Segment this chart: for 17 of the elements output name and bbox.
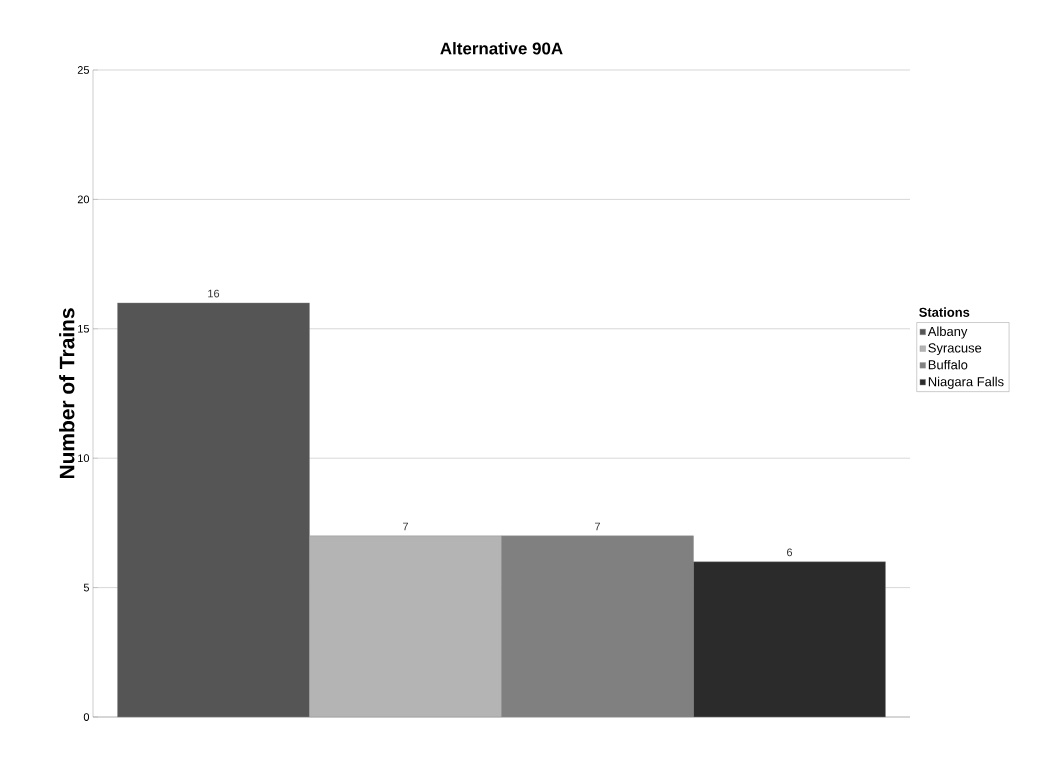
data-label: 7 xyxy=(595,522,601,531)
y-tick-label: 0 xyxy=(83,713,90,721)
y-axis-title: Number of Trains xyxy=(59,308,75,479)
legend-label: Syracuse xyxy=(928,343,982,356)
legend-label: Buffalo xyxy=(928,359,968,370)
y-tick-label: 5 xyxy=(83,583,90,592)
data-label: 7 xyxy=(403,522,409,531)
legend-title: Stations xyxy=(919,307,970,317)
legend-label: Albany xyxy=(927,326,968,339)
y-tick-label: 15 xyxy=(78,324,90,333)
y-tick-label: 25 xyxy=(77,66,90,74)
data-label: 16 xyxy=(208,289,220,298)
data-label: 6 xyxy=(787,548,793,557)
y-tick-label: 10 xyxy=(78,454,90,463)
y-tick-label: 20 xyxy=(77,195,90,204)
legend-label: Niagara Falls xyxy=(928,376,1004,389)
chart-title: Alternative 90A xyxy=(440,42,563,55)
